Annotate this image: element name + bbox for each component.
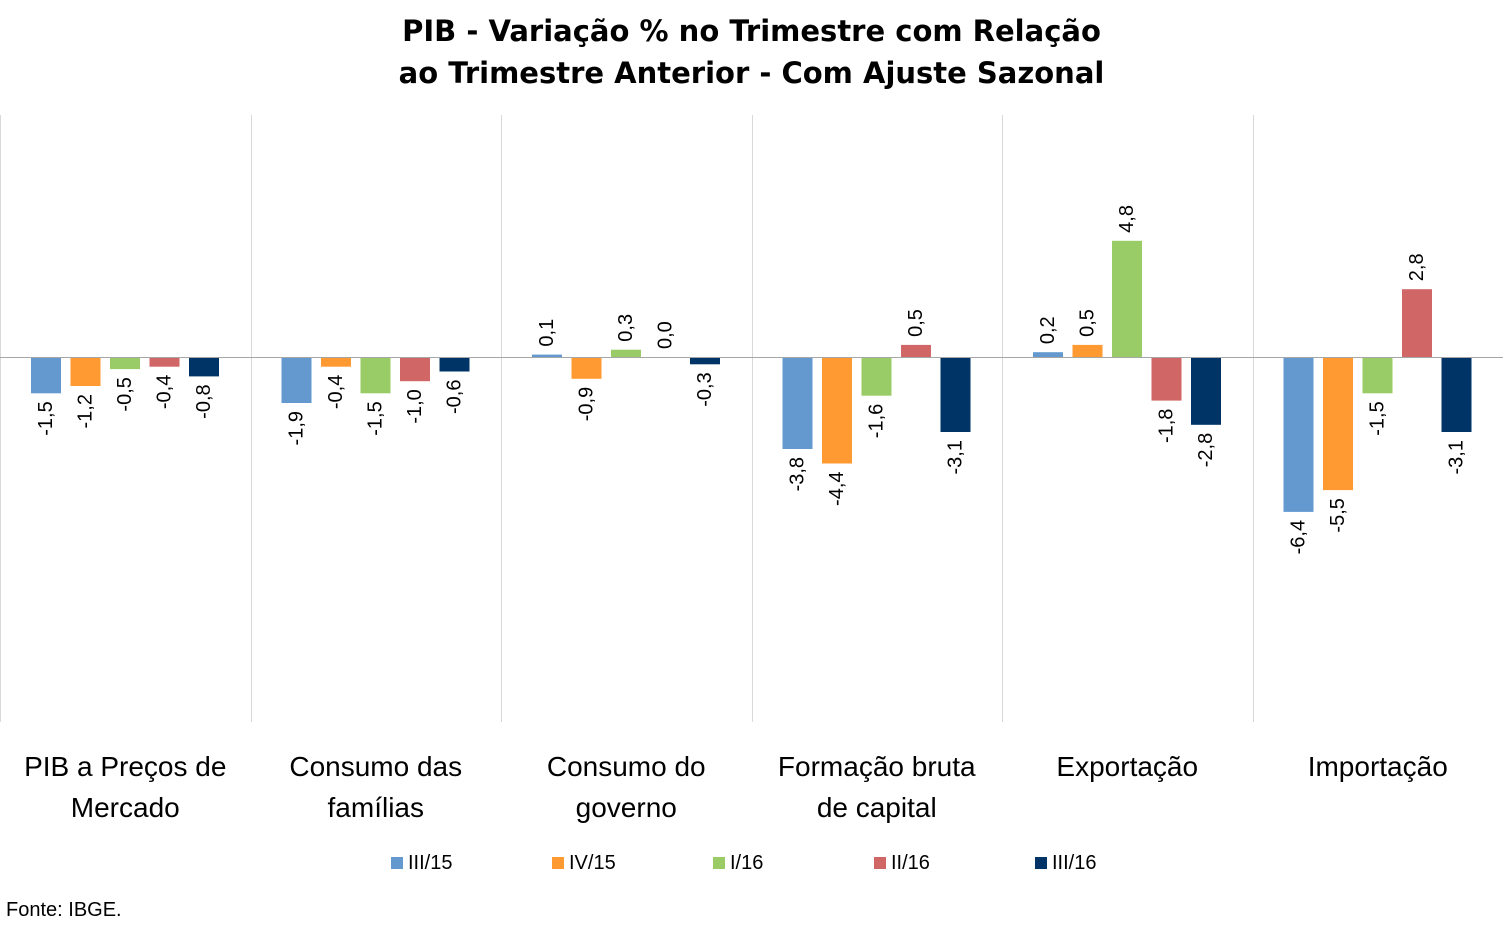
data-label: -5,5	[1327, 498, 1349, 532]
bar-IV/15-2	[571, 357, 602, 379]
data-label: -1,5	[1367, 401, 1389, 435]
bar-III/16-5	[1441, 357, 1472, 432]
bar-II/16-3	[901, 344, 931, 357]
data-label: -0,3	[694, 372, 716, 406]
legend-swatch-II/16	[874, 857, 886, 869]
category-label: Importação	[1308, 751, 1448, 782]
data-label: -1,5	[365, 401, 387, 435]
bar-III/15-2	[532, 354, 562, 357]
data-label: -3,1	[945, 440, 967, 474]
bar-IV/15-3	[822, 357, 852, 464]
data-label: -6,4	[1288, 520, 1310, 554]
bar-III/15-1	[281, 357, 312, 403]
category-label: Consumo das	[289, 751, 462, 782]
data-label: -4,4	[826, 471, 848, 505]
bar-III/16-2	[690, 357, 720, 365]
data-label: 0,2	[1037, 316, 1059, 344]
category-label: PIB a Preços de	[24, 751, 226, 782]
data-label: 0,5	[1077, 309, 1099, 337]
bar-I/16-2	[611, 349, 641, 357]
legend-label: I/16	[730, 852, 763, 874]
data-label: -1,9	[286, 411, 308, 445]
data-label: -1,2	[75, 394, 97, 428]
bar-III/15-3	[782, 357, 813, 449]
legend-swatch-IV/15	[552, 857, 564, 869]
data-label: -1,8	[1156, 409, 1178, 443]
data-label: -1,6	[866, 404, 888, 438]
chart-title-line-2: ao Trimestre Anterior - Com Ajuste Sazon…	[398, 56, 1105, 90]
category-label: de capital	[817, 792, 937, 823]
bar-III/15-4	[1033, 352, 1063, 357]
bar-IV/15-4	[1072, 344, 1103, 357]
bar-III/16-0	[189, 357, 219, 377]
bar-IV/15-0	[70, 357, 101, 386]
bar-IV/15-1	[321, 357, 351, 367]
data-label: -0,6	[444, 380, 466, 414]
legend-swatch-III/16	[1035, 857, 1047, 869]
bar-III/16-4	[1191, 357, 1221, 425]
bar-I/16-5	[1362, 357, 1393, 394]
bar-II/16-4	[1151, 357, 1182, 401]
bar-III/16-3	[940, 357, 971, 432]
data-label: -3,8	[787, 457, 809, 491]
legend-label: IV/15	[569, 852, 616, 874]
source-note: Fonte: IBGE.	[6, 899, 122, 921]
bar-II/16-0	[149, 357, 180, 367]
legend-label: III/16	[1052, 852, 1096, 874]
category-label: Formação bruta	[778, 751, 976, 782]
data-label: -0,5	[114, 377, 136, 411]
data-label: -3,1	[1446, 440, 1468, 474]
legend-swatch-III/15	[391, 857, 403, 869]
bar-I/16-4	[1112, 240, 1142, 357]
bar-III/16-1	[439, 357, 470, 372]
bar-III/15-5	[1283, 357, 1314, 512]
data-label: 0,1	[536, 319, 558, 347]
legend: III/15 IV/15 I/16 II/16 III/16	[391, 852, 1096, 874]
data-label: -2,8	[1195, 433, 1217, 467]
bar-IV/15-5	[1323, 357, 1353, 491]
bar-II/16-5	[1402, 289, 1432, 357]
chart-title-line-1: PIB - Variação % no Trimestre com Relaçã…	[402, 14, 1101, 48]
bar-III/15-0	[31, 357, 61, 394]
bar-I/16-3	[861, 357, 892, 396]
data-label: -1,5	[35, 401, 57, 435]
bar-I/16-1	[360, 357, 391, 394]
legend-label: II/16	[891, 852, 930, 874]
data-label: 0,3	[615, 314, 637, 342]
category-label: governo	[576, 792, 677, 823]
data-label: -0,9	[576, 387, 598, 421]
legend-label: III/15	[408, 852, 452, 874]
data-label: -0,8	[193, 384, 215, 418]
plot-area: -1,5 -1,9 0,1 -3,8 0,2 -6,4 -1,2 -0,4 -0,9 -4,4 0,…	[0, 115, 1503, 823]
category-label: Mercado	[71, 792, 180, 823]
chart-title: PIB - Variação % no Trimestre com Relaçã…	[0, 10, 1503, 94]
data-label: -0,4	[154, 375, 176, 409]
legend-swatch-I/16	[713, 857, 725, 869]
data-label: 0,5	[905, 309, 927, 337]
data-label: 4,8	[1116, 205, 1138, 233]
data-label: 2,8	[1406, 253, 1428, 281]
category-label: famílias	[328, 792, 424, 823]
bar-I/16-0	[110, 357, 140, 370]
data-label: -0,4	[325, 375, 347, 409]
category-label: Consumo do	[547, 751, 706, 782]
bar-II/16-1	[400, 357, 430, 382]
data-label: -1,0	[404, 389, 426, 423]
category-label: Exportação	[1056, 751, 1198, 782]
data-label: 0,0	[655, 321, 677, 349]
